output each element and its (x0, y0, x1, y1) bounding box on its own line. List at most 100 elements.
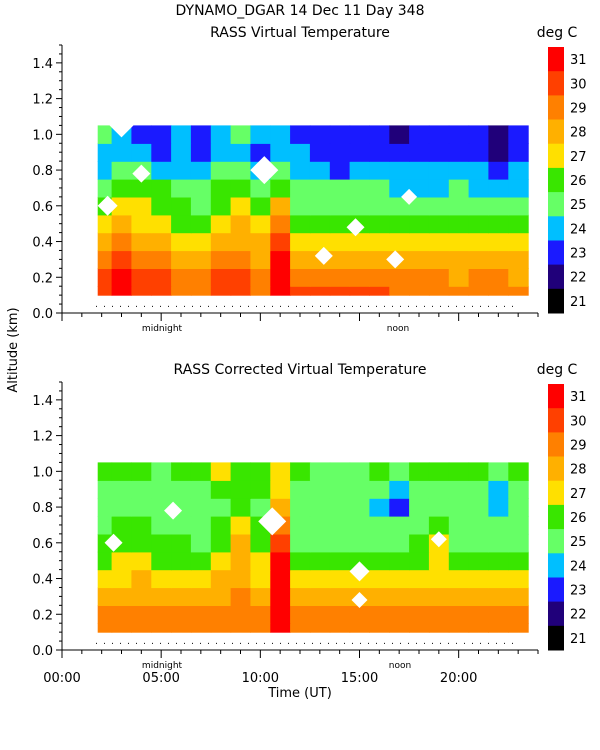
heatmap-cell (508, 498, 529, 517)
heatmap-cell (171, 250, 192, 269)
baseline-dot (496, 305, 497, 307)
heatmap-cell (171, 232, 192, 252)
heatmap-cell (230, 587, 251, 606)
heatmap-cell (230, 214, 251, 234)
heatmap-cell (230, 533, 251, 553)
heatmap-cell (151, 232, 172, 252)
baseline-dot (120, 305, 121, 307)
heatmap-cell (508, 179, 529, 198)
heatmap-cell (190, 462, 212, 481)
heatmap-cell (190, 232, 212, 252)
colorbar-swatch (548, 480, 564, 506)
heatmap-cell (488, 605, 509, 624)
heatmap-cell (349, 551, 370, 571)
heatmap-cell (151, 551, 172, 571)
heatmap-cell (111, 214, 132, 234)
x-tick-label: 15:00 (341, 671, 378, 686)
heatmap-cell (468, 161, 489, 180)
baseline-dot (488, 305, 489, 307)
heatmap-cell (448, 569, 470, 589)
heatmap-cell (151, 587, 172, 606)
heatmap-cell (409, 196, 430, 216)
heatmap-cell (508, 623, 529, 633)
heatmap-cell (349, 250, 370, 269)
heatmap-cell (349, 462, 370, 481)
heatmap-cell (190, 533, 212, 553)
colorbar-tick-label: 21 (570, 632, 587, 647)
heatmap-cell (210, 143, 232, 162)
heatmap-cell (389, 286, 410, 296)
heatmap-cell (508, 268, 529, 287)
baseline-dot (200, 305, 201, 307)
baseline-dot (168, 642, 169, 644)
heatmap-cell (309, 143, 331, 162)
heatmap-cell (270, 551, 291, 571)
baseline-dot (288, 642, 289, 644)
heatmap-cell (369, 125, 390, 144)
colorbar-tick-label: 28 (570, 126, 587, 141)
heatmap-cell (409, 480, 430, 499)
y-tick-label: 0.8 (32, 164, 53, 179)
heatmap-cell (309, 286, 331, 296)
colorbar-swatch (548, 384, 564, 409)
baseline-dot (152, 305, 153, 307)
data-gap (109, 113, 134, 138)
figure-title: DYNAMO_DGAR 14 Dec 11 Day 348 (176, 3, 425, 19)
heatmap-cell (151, 250, 172, 269)
heatmap-cell (111, 161, 132, 180)
data-gap (351, 591, 368, 608)
heatmap-cell (369, 196, 390, 216)
baseline-dot (312, 642, 313, 644)
heatmap-cell (210, 196, 232, 216)
heatmap-cell (171, 480, 192, 499)
heatmap-cell (309, 214, 331, 234)
heatmap-cell (210, 533, 232, 553)
heatmap-cell (97, 587, 113, 606)
heatmap-cell (111, 516, 132, 535)
y-axis-label: Altitude (km) (6, 307, 21, 392)
heatmap-cell (250, 196, 271, 216)
heatmap-cell (409, 179, 430, 198)
heatmap-cell (468, 232, 489, 252)
colorbar-swatch (548, 432, 564, 458)
heatmap-cell (369, 498, 390, 517)
baseline-dot (320, 305, 321, 307)
baseline-dot (200, 642, 201, 644)
heatmap-cell (190, 214, 212, 234)
heatmap-cell (97, 516, 113, 535)
baseline-dot (512, 305, 513, 307)
heatmap-cell (329, 268, 351, 287)
heatmap-cell (369, 250, 390, 269)
baseline-dot (424, 305, 425, 307)
heatmap-cell (230, 623, 251, 633)
heatmap-cell (428, 605, 450, 624)
heatmap-cell (409, 250, 430, 269)
heatmap-cell (171, 179, 192, 198)
heatmap-cell (369, 516, 390, 535)
x-axis-label: Time (UT) (267, 686, 332, 701)
heatmap-cell (329, 250, 351, 269)
y-tick-label: 0.2 (32, 608, 53, 623)
baseline-dot (456, 305, 457, 307)
heatmap-cell (428, 125, 450, 144)
heatmap-cell (210, 250, 232, 269)
baseline-dot (488, 642, 489, 644)
heatmap-cell (270, 587, 291, 606)
y-tick-label: 0.4 (32, 236, 53, 251)
data-gap (430, 531, 447, 548)
heatmap-cell (309, 516, 331, 535)
heatmap-cell (111, 587, 132, 606)
heatmap-cell (468, 143, 489, 162)
baseline-dot (248, 305, 249, 307)
heatmap-cell (151, 125, 172, 144)
noon-label: noon (389, 661, 411, 671)
heatmap-cell (151, 623, 172, 633)
baseline-dot (392, 305, 393, 307)
colorbar-swatch (548, 240, 564, 266)
heatmap-cell (250, 480, 271, 499)
heatmap-cell (369, 533, 390, 553)
colorbar-swatch (548, 601, 564, 627)
heatmap-cell (468, 516, 489, 535)
baseline-dot (256, 305, 257, 307)
baseline-dot (472, 642, 473, 644)
